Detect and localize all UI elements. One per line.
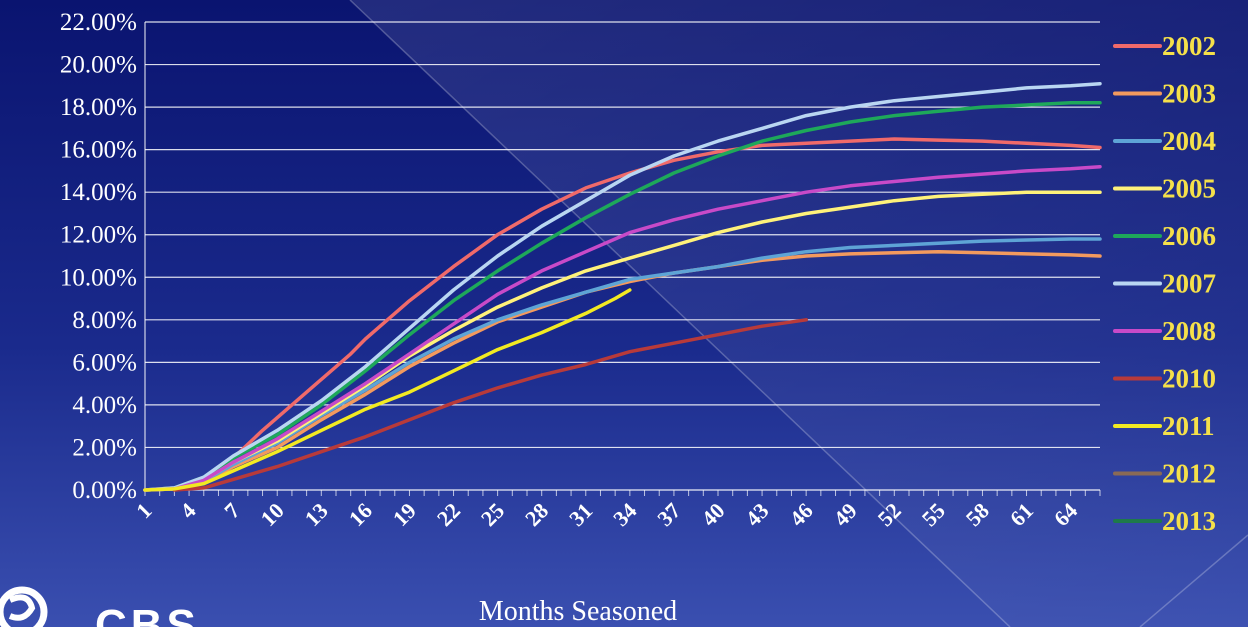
x-tick-label: 37 <box>652 498 685 531</box>
x-tick-label: 43 <box>740 498 773 531</box>
legend-label-2006: 2006 <box>1162 221 1216 251</box>
x-tick-label: 4 <box>175 498 200 523</box>
cbs-logo: CBS <box>0 586 200 627</box>
y-tick-label: 20.00% <box>60 52 137 79</box>
decorative-sheen <box>350 0 1248 627</box>
x-tick-label: 22 <box>432 498 465 531</box>
x-tick-label: 28 <box>520 498 553 531</box>
grid <box>145 21 1100 491</box>
y-tick-label: 14.00% <box>60 179 137 206</box>
legend-label-2007: 2007 <box>1162 269 1216 299</box>
y-tick-label: 0.00% <box>72 477 137 504</box>
legend-label-2013: 2013 <box>1162 506 1216 536</box>
x-tick-label: 25 <box>476 498 509 531</box>
legend: 2002 2003 2004 2005 2006 2007 2008 2010 2011 2012… <box>1113 31 1216 536</box>
y-tick-label: 18.00% <box>60 94 137 121</box>
y-tick-label: 4.00% <box>72 392 137 419</box>
series-line-2006 <box>143 101 1102 492</box>
legend-label-2010: 2010 <box>1162 364 1216 394</box>
legend-label-2004: 2004 <box>1162 126 1216 156</box>
logo-text: CBS <box>95 601 200 627</box>
logo-swirl-icon <box>8 594 36 621</box>
series-line-2011 <box>143 288 632 492</box>
series-lines <box>143 81 1102 492</box>
y-tick-label: 6.00% <box>72 349 137 376</box>
decorative-diagonal-line <box>349 0 1011 627</box>
x-tick-label: 49 <box>829 498 862 531</box>
x-tick-label: 40 <box>696 498 729 531</box>
y-tick-label: 8.00% <box>72 307 137 334</box>
legend-label-2005: 2005 <box>1162 174 1216 204</box>
x-tick-label: 16 <box>344 498 377 531</box>
y-tick-label: 2.00% <box>72 434 137 461</box>
series-line-2008 <box>143 164 1102 492</box>
series-line-2002 <box>143 137 1102 492</box>
legend-label-2003: 2003 <box>1162 79 1216 109</box>
y-tick-label: 10.00% <box>60 264 137 291</box>
x-tick-label: 1 <box>131 498 156 523</box>
legend-label-2002: 2002 <box>1162 31 1216 61</box>
y-tick-label: 22.00% <box>60 9 137 36</box>
series-line-2007 <box>143 81 1102 492</box>
y-tick-label: 12.00% <box>60 222 137 249</box>
x-tick-label: 13 <box>300 498 333 531</box>
legend-label-2011: 2011 <box>1162 411 1215 441</box>
decorative-diagonal-line <box>1139 534 1248 627</box>
legend-label-2008: 2008 <box>1162 316 1216 346</box>
x-tick-label: 34 <box>608 498 641 531</box>
x-tick-label: 31 <box>564 498 597 531</box>
series-line-2010 <box>172 318 808 492</box>
legend-label-2012: 2012 <box>1162 459 1216 489</box>
x-tick-label: 7 <box>219 498 244 523</box>
series-line-2004 <box>143 237 1102 492</box>
x-tick-label: 10 <box>256 498 289 531</box>
x-tick-label: 19 <box>388 498 421 531</box>
x-axis-label: Months Seasoned <box>479 596 677 627</box>
x-tick-label: 46 <box>784 498 817 531</box>
logo-mark-icon <box>0 586 48 627</box>
y-tick-label: 16.00% <box>60 137 137 164</box>
